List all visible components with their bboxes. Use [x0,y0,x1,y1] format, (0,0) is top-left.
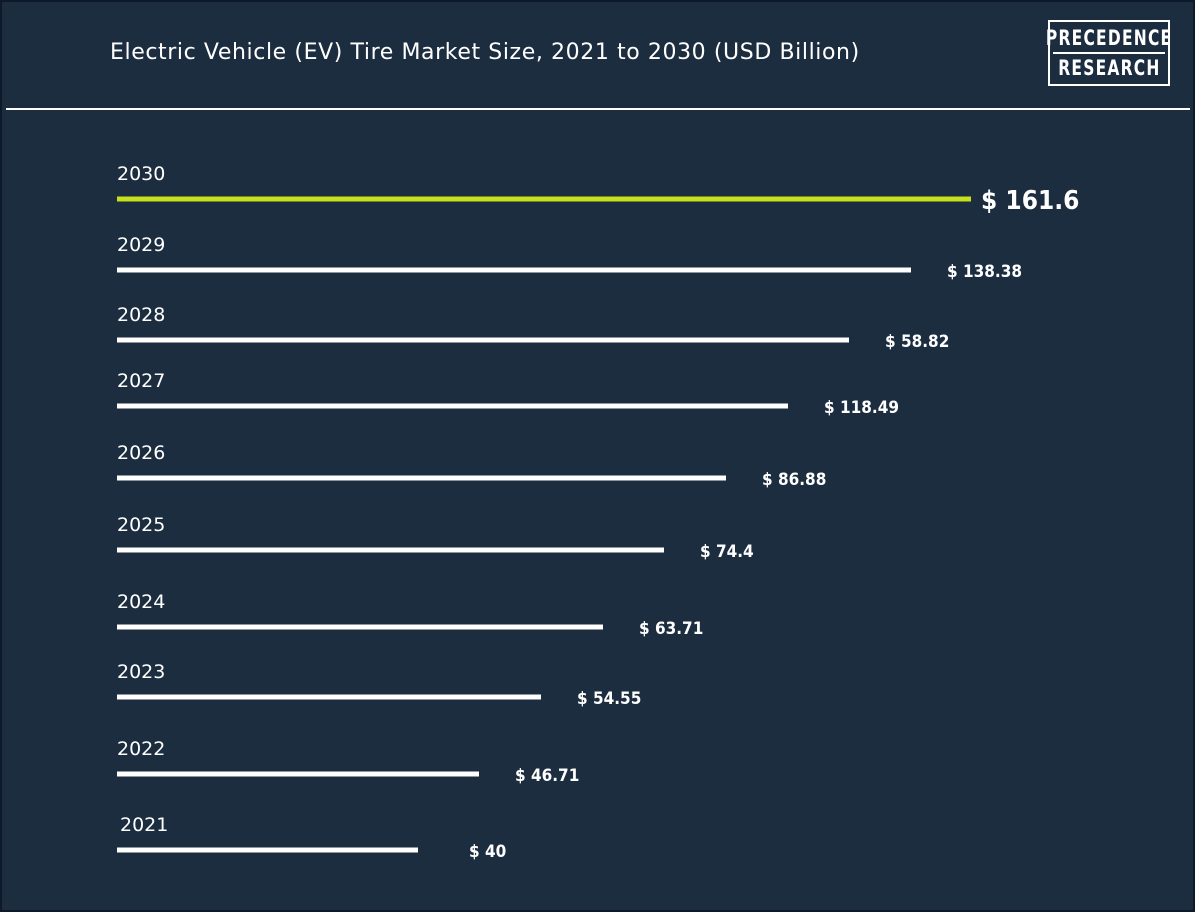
bar-row-2025: 2025 $ 74.4 [117,514,754,562]
bar-row-2023: 2023 $ 54.55 [117,661,641,709]
year-label: 2021 [120,814,168,836]
bar-2023 [117,694,541,700]
value-label: $ 46.71 [515,766,579,786]
value-label: $ 40 [469,842,506,862]
bar-row-2028: 2028 $ 58.82 [117,304,949,352]
value-label: $ 74.4 [700,542,754,562]
bar-row-2029: 2029 $ 138.38 [117,234,1022,282]
chart-title: Electric Vehicle (EV) Tire Market Size, … [110,40,860,65]
header-divider [6,108,1190,110]
year-label: 2023 [117,661,165,683]
bar-row-2021: 2021 $ 40 [117,814,506,862]
value-label: $ 161.6 [981,186,1079,216]
precedence-research-logo: PRECEDENCE RESEARCH [1045,20,1173,86]
bar-2030 [117,196,971,202]
chart-header: Electric Vehicle (EV) Tire Market Size, … [2,2,1193,110]
bar-row-2030: 2030 $ 161.6 [117,163,1079,216]
year-label: 2024 [117,591,165,613]
year-label: 2028 [117,304,165,326]
value-label: $ 86.88 [762,470,826,490]
year-label: 2025 [117,514,165,536]
year-label: 2030 [117,163,165,185]
bar-row-2022: 2022 $ 46.71 [117,738,579,786]
year-label: 2029 [117,234,165,256]
bar-row-2024: 2024 $ 63.71 [117,591,703,639]
bar-2021 [117,847,418,853]
year-label: 2026 [117,442,165,464]
bar-2025 [117,547,664,553]
logo-line-1: PRECEDENCE [1045,26,1173,50]
bar-2022 [117,771,479,777]
logo-separator [1053,52,1165,54]
bar-2024 [117,624,603,630]
bar-2028 [117,337,849,343]
year-label: 2027 [117,370,165,392]
bar-row-2026: 2026 $ 86.88 [117,442,826,490]
bar-2026 [117,475,726,481]
value-label: $ 138.38 [947,262,1022,282]
bar-2029 [117,267,911,273]
value-label: $ 58.82 [885,332,949,352]
bar-row-2027: 2027 $ 118.49 [117,370,899,418]
logo-line-2: RESEARCH [1057,56,1161,80]
value-label: $ 63.71 [639,619,703,639]
value-label: $ 118.49 [824,398,899,418]
bar-2027 [117,403,788,409]
year-label: 2022 [117,738,165,760]
value-label: $ 54.55 [577,689,641,709]
